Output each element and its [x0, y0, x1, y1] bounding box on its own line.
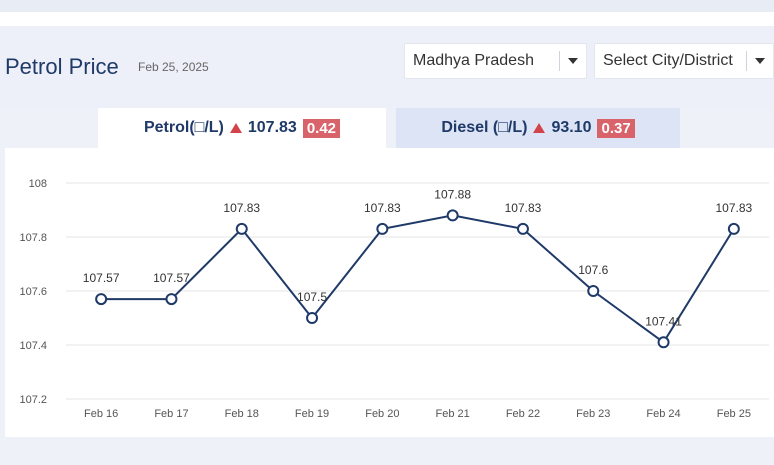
- series-line: [101, 214, 735, 344]
- y-tick-label: 107.6: [19, 286, 47, 298]
- x-tick-label: Feb 19: [295, 408, 329, 420]
- top-strip: [0, 0, 774, 12]
- data-label: 107.6: [578, 263, 608, 277]
- data-point: [235, 222, 248, 235]
- x-tick-label: Feb 23: [576, 408, 610, 420]
- x-tick-label: Feb 24: [646, 408, 680, 420]
- state-select-divider: [559, 51, 560, 71]
- data-label: 107.57: [83, 271, 120, 285]
- chevron-down-icon: [568, 58, 578, 64]
- data-point: [306, 312, 319, 324]
- price-up-icon: [229, 123, 242, 133]
- data-label: 107.83: [505, 201, 542, 215]
- data-point: [446, 209, 459, 222]
- state-select[interactable]: Madhya Pradesh: [404, 43, 587, 79]
- city-select-label: Select City/District: [603, 52, 733, 69]
- state-select-label: Madhya Pradesh: [413, 52, 534, 69]
- tab-petrol-label: Petrol(□/L): [143, 119, 224, 136]
- tab-petrol-price: 107.83: [247, 119, 297, 136]
- data-point: [165, 293, 178, 306]
- x-tick-label: Feb 22: [506, 408, 540, 420]
- x-tick-label: Feb 17: [154, 408, 188, 420]
- y-tick-label: 108: [29, 178, 47, 190]
- bottom-strip: [0, 437, 774, 465]
- data-label: 107.5: [297, 290, 327, 304]
- tab-diesel[interactable]: Diesel (□/L) 93.10 0.37: [396, 108, 680, 148]
- data-point: [516, 222, 529, 235]
- page-date: Feb 25, 2025: [138, 60, 209, 74]
- tab-diesel-price: 93.10: [551, 119, 592, 136]
- data-point: [587, 285, 600, 297]
- page-title: Petrol Price: [5, 54, 119, 79]
- data-label: 107.83: [715, 201, 752, 215]
- tab-petrol-change-badge: 0.42: [302, 118, 341, 138]
- x-tick-label: Feb 21: [436, 408, 470, 420]
- price-line-chart: 107.2 107.4 107.6 107.8 108 Feb 16 Feb 17 Feb 1…: [19, 178, 769, 420]
- y-tick-label: 107.2: [19, 394, 47, 406]
- data-point: [657, 336, 670, 349]
- y-tick-label: 107.4: [19, 340, 47, 352]
- city-select-divider: [746, 51, 747, 71]
- data-label: 107.41: [645, 314, 682, 328]
- tab-diesel-change-badge: 0.37: [597, 118, 635, 138]
- x-tick-label: Feb 16: [84, 408, 118, 420]
- data-point: [95, 293, 108, 306]
- x-tick-label: Feb 25: [717, 408, 751, 420]
- data-point: [727, 222, 740, 235]
- data-point: [376, 222, 389, 235]
- chart-panel: 107.2 107.4 107.6 107.8 108 Feb 16 Feb 17 Feb 1…: [5, 148, 774, 437]
- x-tick-label: Feb 18: [225, 408, 259, 420]
- chevron-down-icon: [755, 58, 765, 64]
- y-tick-label: 107.8: [19, 232, 47, 244]
- x-tick-label: Feb 20: [365, 408, 399, 420]
- data-label: 107.83: [364, 201, 401, 215]
- data-label: 107.83: [223, 201, 260, 215]
- city-select[interactable]: Select City/District: [594, 43, 774, 79]
- top-bar: [0, 12, 774, 26]
- price-up-icon: [533, 123, 546, 133]
- data-label: 107.57: [153, 271, 190, 285]
- data-label: 107.88: [434, 187, 471, 201]
- tab-petrol[interactable]: Petrol(□/L) 107.83 0.42: [98, 108, 386, 148]
- tab-diesel-label: Diesel (□/L): [441, 119, 528, 136]
